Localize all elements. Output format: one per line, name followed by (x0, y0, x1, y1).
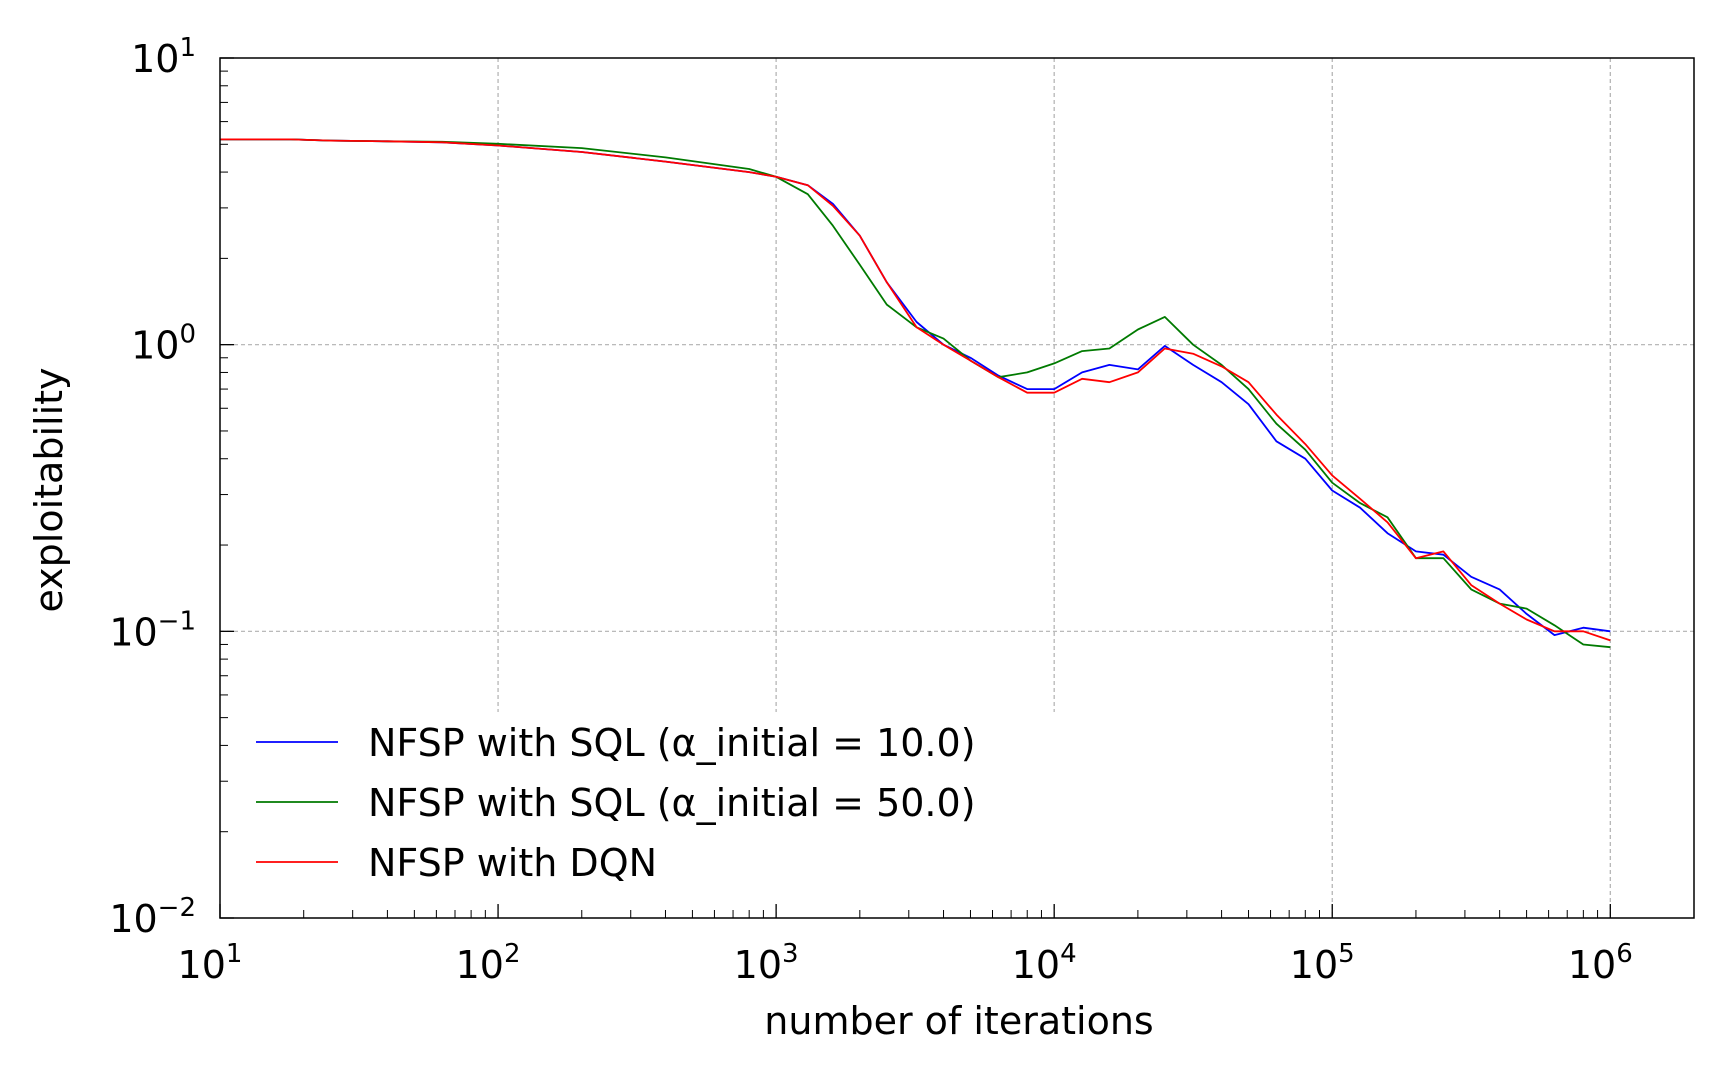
legend-label: NFSP with DQN (368, 841, 657, 885)
legend: NFSP with SQL (α_initial = 10.0) NFSP wit… (238, 712, 1068, 902)
x-tick-label: 103 (734, 939, 799, 987)
series-line-2 (220, 138, 1611, 649)
y-tick-label: 100 (131, 320, 196, 368)
legend-background (238, 712, 1068, 902)
grid (220, 58, 1694, 918)
y-tick-labels: 10−2 10−1 100 101 (109, 33, 196, 941)
x-tick-labels: 101 102 103 104 105 106 (178, 939, 1633, 987)
y-tick-label: 101 (131, 33, 196, 81)
x-tick-label: 101 (178, 939, 243, 987)
minor-ticks (220, 70, 1599, 918)
y-tick-label: 10−2 (109, 893, 196, 941)
series-line-3 (220, 138, 1611, 642)
y-axis-label: exploitability (27, 367, 71, 612)
x-tick-label: 106 (1568, 939, 1633, 987)
plot-frame (219, 57, 1695, 919)
x-axis-label: number of iterations (764, 999, 1153, 1043)
legend-label: NFSP with SQL (α_initial = 10.0) (368, 721, 976, 765)
x-tick-label: 102 (456, 939, 521, 987)
legend-label: NFSP with SQL (α_initial = 50.0) (368, 781, 976, 825)
x-tick-label: 105 (1290, 939, 1355, 987)
series-lines (220, 138, 1611, 649)
y-tick-label: 10−1 (109, 606, 196, 654)
x-tick-label: 104 (1012, 939, 1077, 987)
